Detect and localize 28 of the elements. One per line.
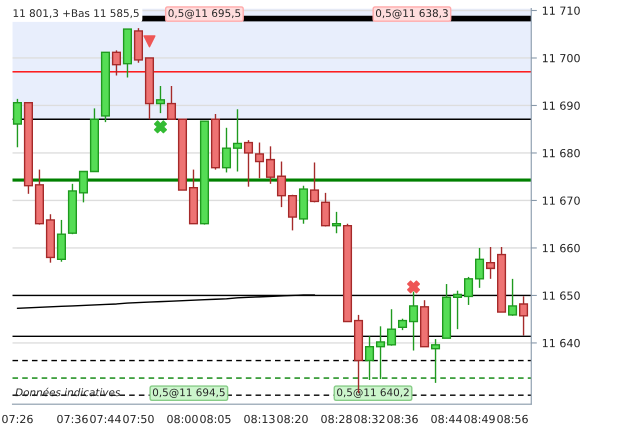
annotation: 0,5@11 638,3 [376, 9, 448, 19]
x-tick-label: 08:20 [277, 414, 308, 424]
y-tick-label: 11 650 [542, 291, 580, 300]
x-tick-label: 07:44 [90, 414, 121, 424]
y-tick-label: 11 640 [542, 338, 580, 348]
y-tick-label: 11 690 [542, 101, 580, 110]
annotation: 0,5@11 640,2 [337, 388, 409, 398]
x-tick-label: 08:05 [200, 414, 231, 424]
x-tick-label: 08:44 [431, 414, 462, 424]
x-tick-label: 08:32 [354, 414, 384, 424]
annotation: 11 801,3 +Bas 11 585,5 [14, 9, 139, 18]
x-tick-label: 08:28 [321, 414, 352, 424]
annotation: 0,5@11 695,5 [168, 9, 240, 19]
x-tick-label: 07:50 [123, 414, 154, 424]
x-tick-label: 08:36 [387, 414, 418, 424]
x-tick-label: 08:13 [244, 414, 275, 424]
y-tick-label: 11 680 [542, 148, 580, 158]
x-tick-label: 08:49 [464, 414, 495, 424]
y-tick-label: 11 660 [542, 244, 580, 252]
x-tick-label: 07:36 [57, 414, 88, 424]
x-tick-label: 08:56 [497, 414, 528, 424]
y-tick-label: 11 670 [542, 196, 580, 205]
y-tick-label: 11 710 [542, 6, 580, 15]
x-tick-label: 08:00 [167, 414, 198, 424]
x-tick-label: 07:26 [2, 414, 33, 424]
annotation: 0,5@11 694,5 [152, 388, 225, 398]
annotation: Données indicatives [15, 388, 120, 396]
y-tick-label: 11 700 [542, 54, 580, 62]
